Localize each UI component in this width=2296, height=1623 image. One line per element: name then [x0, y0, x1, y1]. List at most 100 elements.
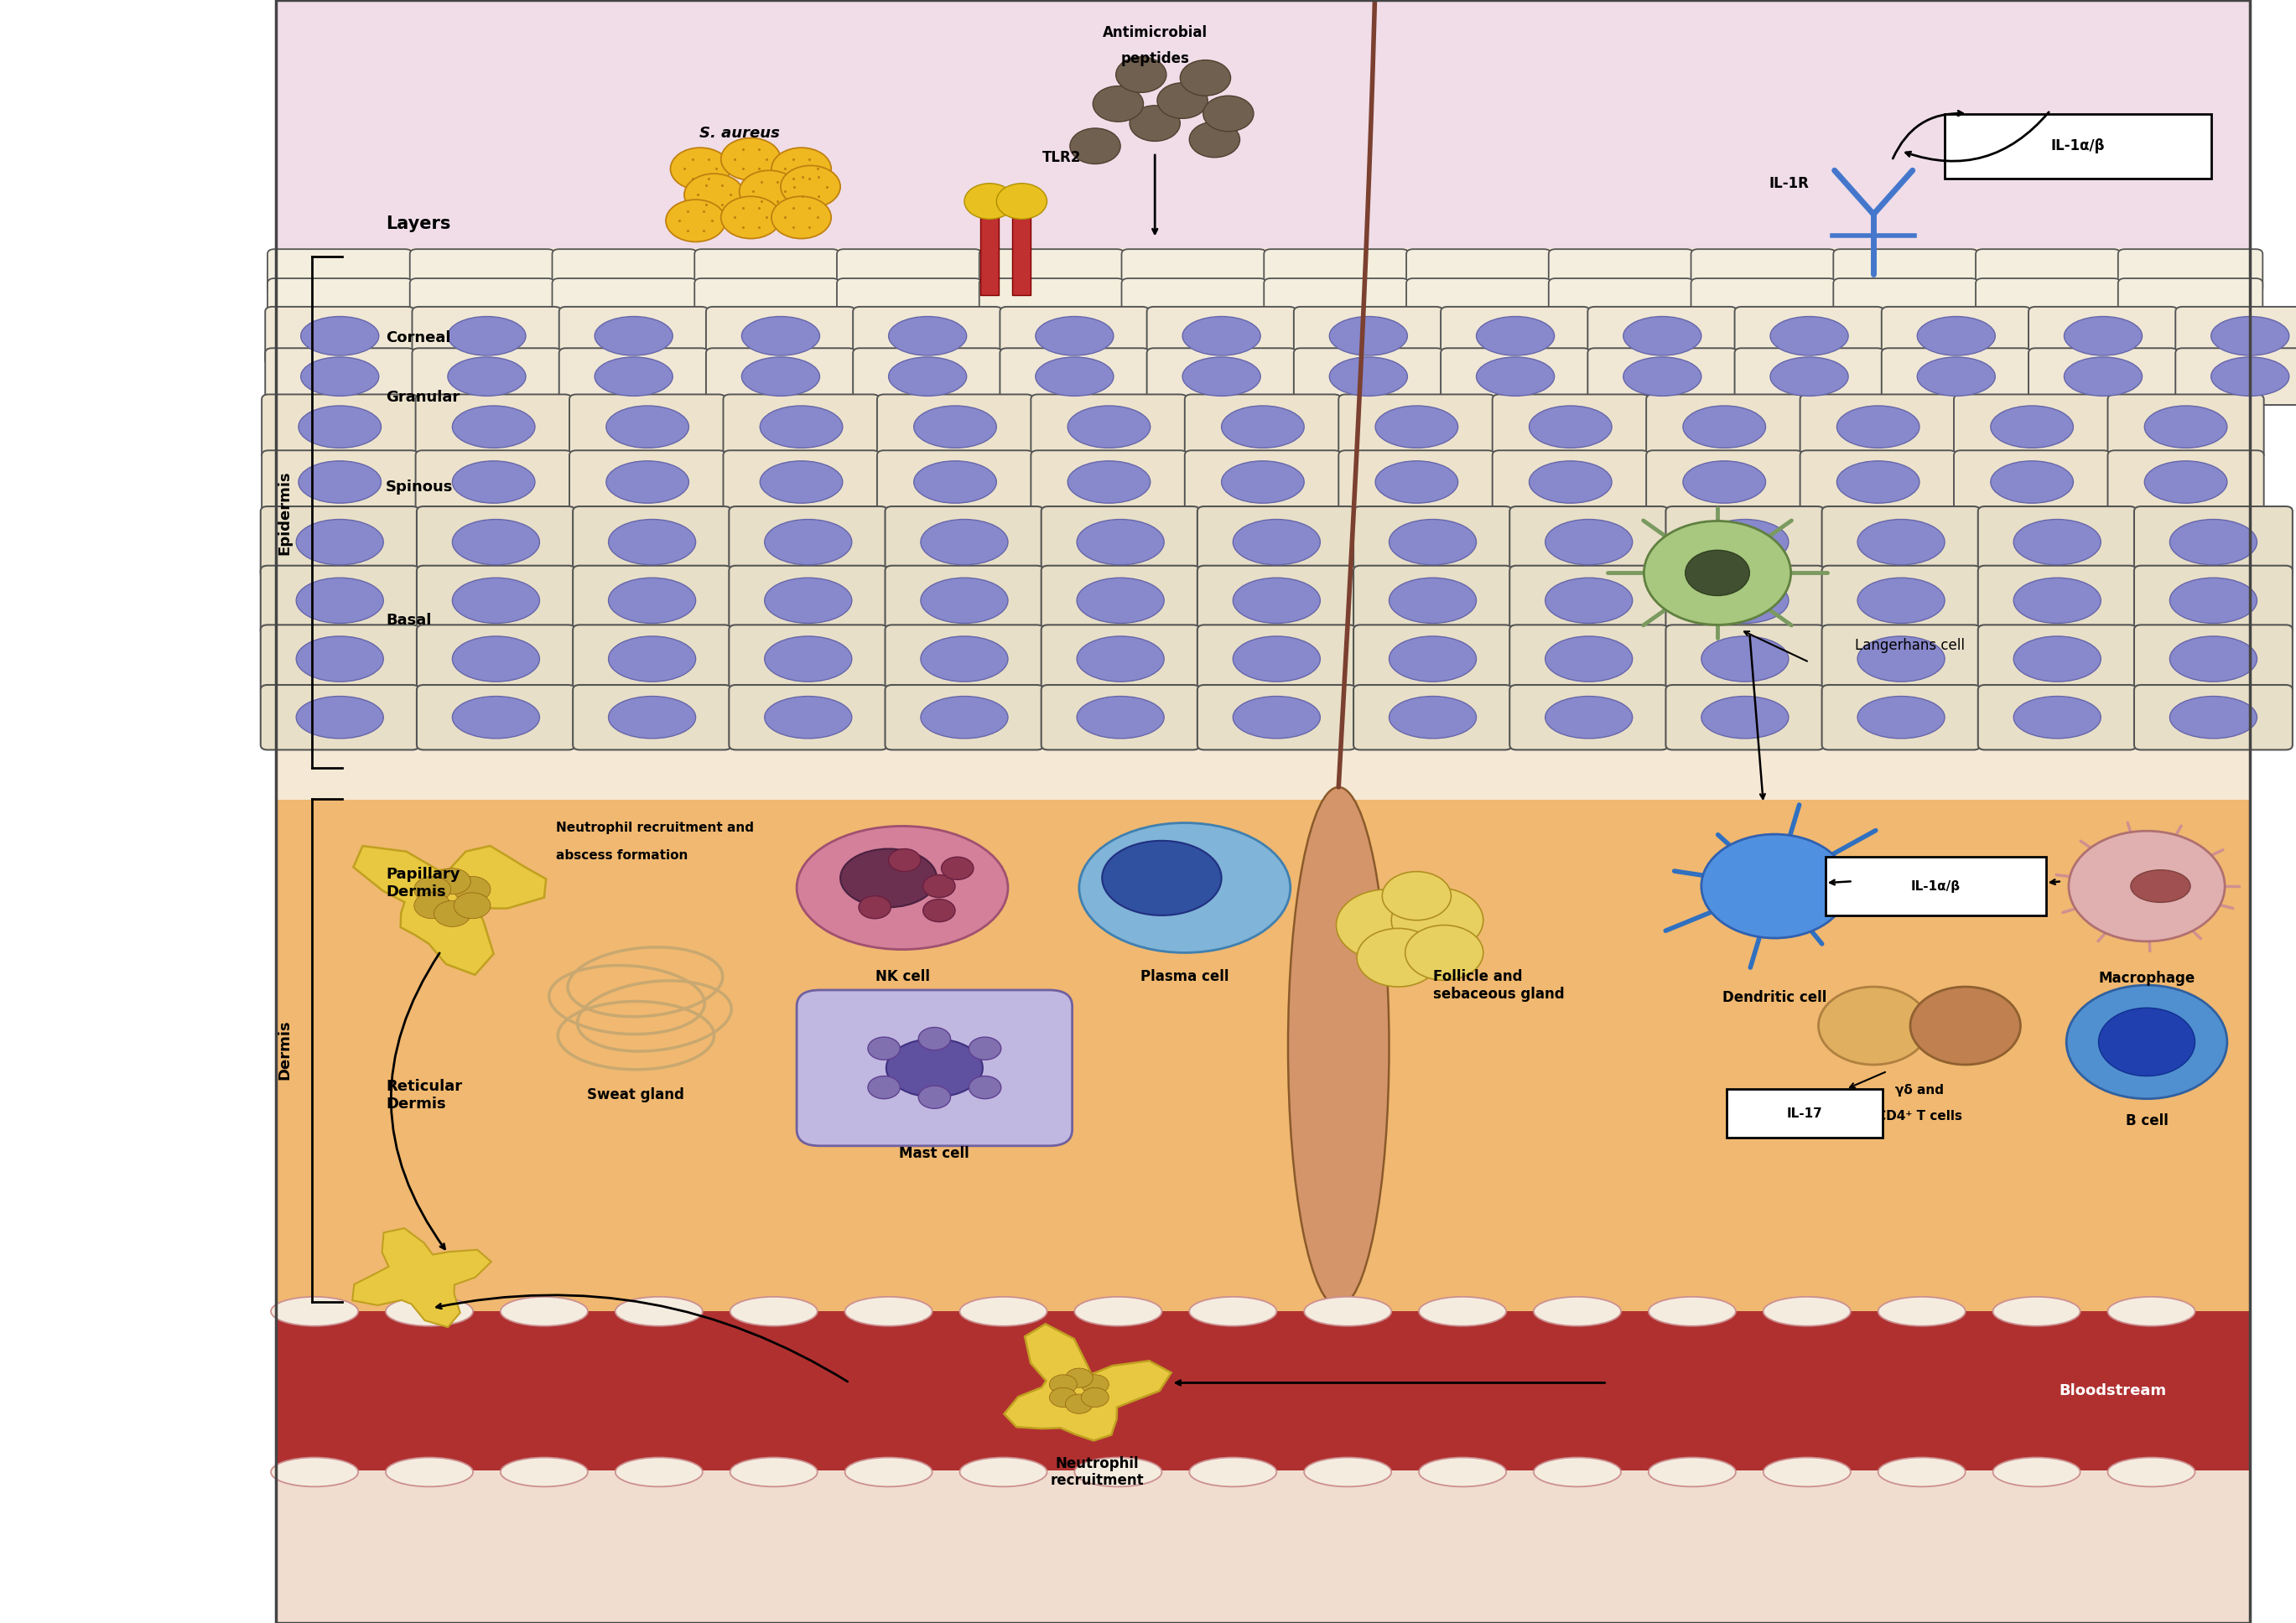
FancyBboxPatch shape — [2177, 347, 2296, 404]
Circle shape — [1065, 1394, 1093, 1414]
Ellipse shape — [1763, 1457, 1851, 1487]
Ellipse shape — [1857, 636, 1945, 682]
FancyBboxPatch shape — [1736, 347, 1883, 404]
FancyBboxPatch shape — [1031, 394, 1187, 459]
Ellipse shape — [448, 357, 526, 396]
Ellipse shape — [1993, 1457, 2080, 1487]
Circle shape — [739, 170, 799, 213]
FancyBboxPatch shape — [259, 685, 418, 750]
Ellipse shape — [1389, 696, 1476, 738]
Ellipse shape — [1683, 406, 1766, 448]
Ellipse shape — [1077, 696, 1164, 738]
Ellipse shape — [742, 357, 820, 396]
Bar — [276, 1311, 2250, 1474]
Text: Sweat gland: Sweat gland — [588, 1087, 684, 1102]
FancyBboxPatch shape — [1511, 506, 1667, 578]
Ellipse shape — [452, 519, 540, 565]
Ellipse shape — [2108, 1457, 2195, 1487]
Ellipse shape — [889, 316, 967, 355]
Ellipse shape — [501, 1297, 588, 1326]
Ellipse shape — [501, 1457, 588, 1487]
Ellipse shape — [1701, 519, 1789, 565]
FancyBboxPatch shape — [560, 347, 707, 404]
Text: Corneal: Corneal — [386, 329, 450, 346]
Ellipse shape — [2211, 357, 2289, 396]
Ellipse shape — [1857, 519, 1945, 565]
Ellipse shape — [2144, 461, 2227, 503]
Text: γδ and: γδ and — [1894, 1084, 1945, 1097]
Text: Dermis: Dermis — [278, 1021, 292, 1079]
Ellipse shape — [1770, 316, 1848, 355]
Ellipse shape — [889, 357, 967, 396]
Ellipse shape — [1182, 357, 1261, 396]
FancyBboxPatch shape — [854, 347, 1001, 404]
Text: peptides: peptides — [1120, 52, 1189, 67]
Circle shape — [868, 1037, 900, 1060]
Circle shape — [868, 1076, 900, 1099]
Text: IL-17: IL-17 — [1786, 1107, 1823, 1120]
Text: S. aureus: S. aureus — [698, 127, 781, 141]
FancyBboxPatch shape — [705, 347, 854, 404]
Bar — [980, 211, 999, 295]
Circle shape — [413, 876, 450, 902]
FancyBboxPatch shape — [1352, 506, 1511, 578]
Ellipse shape — [1701, 578, 1789, 623]
FancyBboxPatch shape — [728, 685, 886, 750]
FancyBboxPatch shape — [560, 307, 707, 365]
Ellipse shape — [1649, 1297, 1736, 1326]
Circle shape — [455, 876, 491, 902]
Circle shape — [1081, 1388, 1109, 1407]
Ellipse shape — [760, 461, 843, 503]
FancyBboxPatch shape — [1199, 565, 1355, 635]
Circle shape — [771, 148, 831, 190]
Ellipse shape — [1623, 316, 1701, 355]
FancyBboxPatch shape — [1339, 394, 1495, 459]
Ellipse shape — [1545, 578, 1632, 623]
Bar — [276, 0, 2250, 1623]
Circle shape — [684, 174, 744, 216]
FancyBboxPatch shape — [886, 625, 1042, 693]
Circle shape — [859, 896, 891, 919]
FancyBboxPatch shape — [999, 347, 1148, 404]
FancyBboxPatch shape — [723, 394, 879, 459]
FancyBboxPatch shape — [1954, 394, 2110, 459]
FancyBboxPatch shape — [877, 450, 1033, 513]
Text: Neutrophil recruitment and: Neutrophil recruitment and — [556, 821, 753, 834]
Ellipse shape — [1545, 696, 1632, 738]
Ellipse shape — [886, 1039, 983, 1097]
Ellipse shape — [2211, 316, 2289, 355]
Ellipse shape — [960, 1457, 1047, 1487]
FancyBboxPatch shape — [1511, 685, 1667, 750]
Ellipse shape — [760, 406, 843, 448]
Ellipse shape — [608, 519, 696, 565]
FancyBboxPatch shape — [693, 248, 838, 292]
Ellipse shape — [1529, 406, 1612, 448]
Ellipse shape — [2064, 316, 2142, 355]
Ellipse shape — [1683, 461, 1766, 503]
Circle shape — [941, 857, 974, 880]
Ellipse shape — [1529, 461, 1612, 503]
FancyBboxPatch shape — [705, 307, 854, 365]
FancyBboxPatch shape — [259, 506, 418, 578]
Polygon shape — [1003, 1324, 1171, 1441]
FancyBboxPatch shape — [1040, 506, 1199, 578]
Ellipse shape — [608, 696, 696, 738]
Ellipse shape — [1917, 316, 1995, 355]
Text: Papillary
Dermis: Papillary Dermis — [386, 867, 459, 899]
FancyBboxPatch shape — [1040, 565, 1199, 635]
FancyBboxPatch shape — [264, 347, 413, 404]
Ellipse shape — [606, 461, 689, 503]
Ellipse shape — [1077, 578, 1164, 623]
Text: Granular: Granular — [386, 390, 459, 406]
FancyBboxPatch shape — [411, 307, 560, 365]
Ellipse shape — [1545, 636, 1632, 682]
FancyBboxPatch shape — [1146, 347, 1295, 404]
Bar — [276, 0, 2250, 252]
Ellipse shape — [298, 406, 381, 448]
Ellipse shape — [1476, 357, 1554, 396]
FancyBboxPatch shape — [1667, 506, 1825, 578]
Circle shape — [670, 148, 730, 190]
Circle shape — [1065, 1368, 1093, 1388]
Ellipse shape — [1233, 519, 1320, 565]
Ellipse shape — [452, 406, 535, 448]
